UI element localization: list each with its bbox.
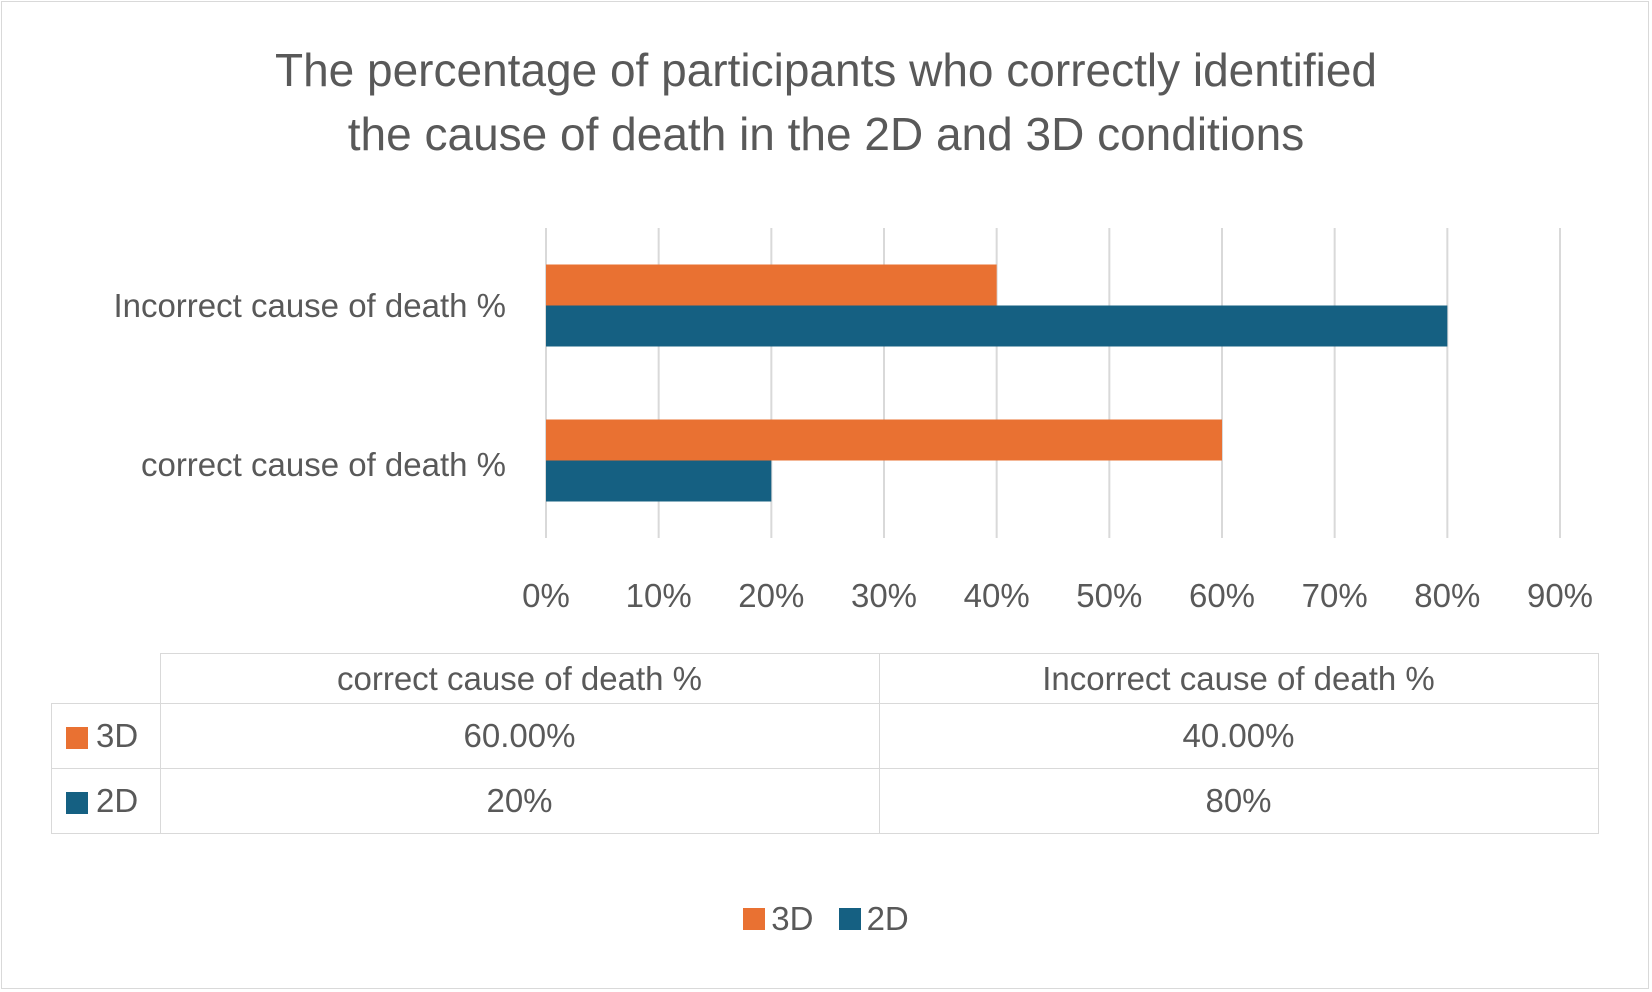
- data-table-cell: 40.00%: [878, 703, 1599, 769]
- bars: [546, 264, 1448, 502]
- bar-3d-incorrect: [546, 264, 997, 306]
- x-tick-label: 20%: [738, 577, 804, 614]
- bar-2d-incorrect: [546, 305, 1448, 347]
- x-tick-label: 50%: [1076, 577, 1142, 614]
- data-table-series-2d: 2D: [96, 782, 139, 819]
- legend-key-2d: [66, 792, 88, 815]
- category-label-incorrect: Incorrect cause of death %: [113, 287, 506, 324]
- legend-item-2d: 2D: [838, 900, 909, 938]
- bar-3d-correct: [546, 419, 1222, 461]
- category-label-correct: correct cause of death %: [141, 446, 506, 483]
- data-table-header-incorrect: Incorrect cause of death %: [878, 653, 1599, 704]
- x-axis-tick-labels: 0% 10% 20% 30% 40% 50% 60% 70% 80% 90%: [522, 577, 1593, 614]
- legend-item-3d: 3D: [743, 900, 813, 938]
- legend: 3D 2D: [0, 900, 1652, 938]
- data-table-header-correct: correct cause of death %: [159, 653, 880, 704]
- data-table: correct cause of death % Incorrect cause…: [51, 653, 1599, 834]
- legend-swatch-2d: [838, 908, 861, 930]
- data-table-corner: [51, 653, 161, 704]
- legend-swatch-3d: [743, 908, 766, 930]
- x-tick-label: 70%: [1302, 577, 1368, 614]
- bar-2d-correct: [546, 460, 772, 502]
- x-tick-label: 40%: [964, 577, 1030, 614]
- data-table-key-3d: 3D: [51, 703, 161, 769]
- chart-title-line-2: the cause of death in the 2D and 3D cond…: [347, 108, 1305, 160]
- data-table-cell: 20%: [159, 768, 880, 834]
- category-labels: Incorrect cause of death % correct cause…: [113, 287, 506, 483]
- chart-title: The percentage of participants who corre…: [0, 38, 1652, 166]
- legend-label-2d: 2D: [866, 900, 909, 937]
- legend-key-3d: [66, 727, 88, 750]
- x-tick-label: 60%: [1189, 577, 1255, 614]
- data-table-series-3d: 3D: [96, 717, 139, 754]
- data-table-key-2d: 2D: [51, 768, 161, 834]
- bar-chart: Incorrect cause of death % correct cause…: [113, 228, 1593, 614]
- x-tick-label: 90%: [1527, 577, 1593, 614]
- data-table-cell: 80%: [878, 768, 1599, 834]
- x-tick-label: 10%: [626, 577, 692, 614]
- x-tick-label: 0%: [522, 577, 570, 614]
- x-tick-label: 30%: [851, 577, 917, 614]
- legend-label-3d: 3D: [771, 900, 814, 937]
- data-table-cell: 60.00%: [159, 703, 880, 769]
- x-tick-label: 80%: [1414, 577, 1480, 614]
- chart-title-line-1: The percentage of participants who corre…: [274, 44, 1378, 96]
